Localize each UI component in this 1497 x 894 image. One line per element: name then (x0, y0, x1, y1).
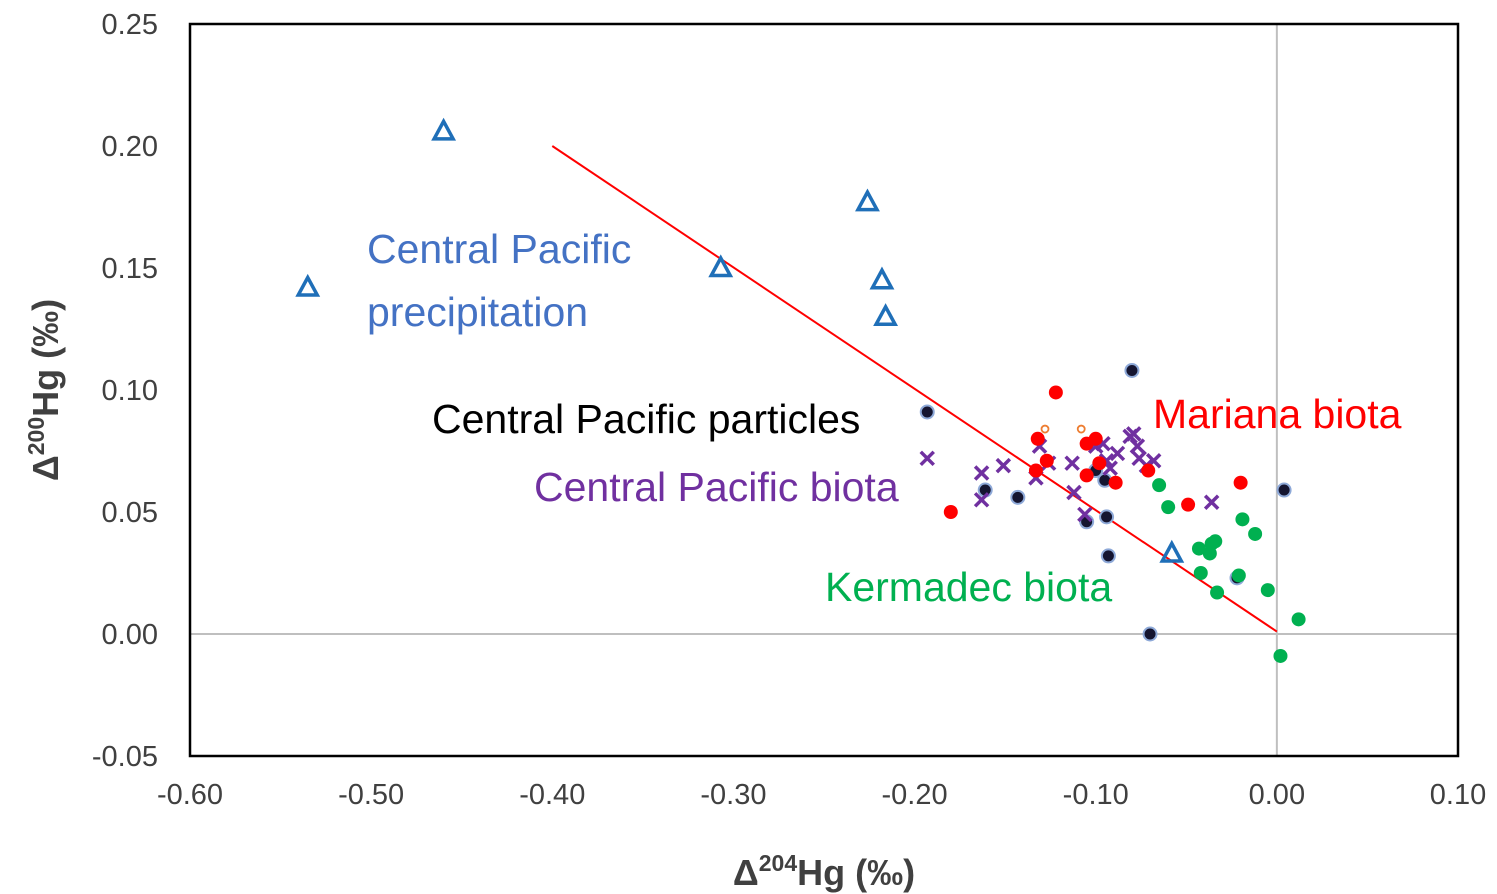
y-tick-label: 0.00 (102, 619, 158, 651)
x-tick-label: -0.20 (882, 779, 948, 811)
mariana-point (1141, 463, 1156, 478)
mariana-point (1079, 468, 1094, 483)
y-tick-labels: -0.05 0.00 0.05 0.10 0.15 0.20 0.25 (92, 9, 158, 773)
mariana-point (1030, 431, 1045, 446)
fit-line-group (551, 145, 1278, 633)
annotation-precipitation: precipitation (367, 289, 588, 335)
particles-point (1010, 489, 1026, 505)
particles-point (1124, 362, 1140, 378)
y-tick-label: 0.05 (102, 497, 158, 529)
central-biota-point (973, 492, 990, 508)
annotation-particles: Central Pacific particles (432, 396, 860, 442)
mariana-point (1039, 453, 1054, 468)
annotation-mariana: Mariana biota (1153, 391, 1402, 437)
x-tick-label: -0.40 (519, 779, 585, 811)
kermadec-point (1235, 512, 1250, 527)
central-biota-point (1109, 445, 1126, 462)
central-biota-point (1066, 484, 1082, 501)
data-points (295, 117, 1306, 663)
y-tick-label: 0.15 (102, 253, 158, 285)
precipitation-series (295, 117, 1185, 563)
precipitation-point (869, 266, 895, 290)
precipitation-point (873, 303, 899, 327)
precipitation-point (1159, 539, 1185, 563)
mariana-series (943, 385, 1248, 519)
series-annotations: Central Pacific precipitation Central Paci… (367, 226, 1402, 610)
y-tick-label: -0.05 (92, 741, 158, 773)
y-axis-title-sup: 200 (23, 417, 49, 455)
precipitation-point (431, 117, 457, 141)
x-tick-labels: -0.60 -0.50 -0.40 -0.30 -0.20 -0.10 0.00 0.10 (157, 779, 1486, 811)
y-axis-title: Δ200Hg (‰) (23, 299, 66, 481)
annotation-kermadec: Kermadec biota (825, 564, 1112, 610)
mariana-point (1092, 456, 1107, 471)
x-axis-title-prefix: Δ (733, 852, 759, 893)
kermadec-point (1152, 478, 1167, 493)
central-biota-point (1129, 438, 1146, 454)
y-tick-label: 0.25 (102, 9, 158, 41)
y-axis-title-prefix: Δ (25, 455, 66, 481)
kermadec-point (1291, 612, 1306, 627)
particles-point (1276, 482, 1292, 498)
mariana-point (1088, 431, 1103, 446)
mariana-point (1028, 463, 1043, 478)
mariana-point (1181, 497, 1196, 512)
precipitation-point (708, 254, 734, 278)
mariana-point (1048, 385, 1063, 400)
x-tick-label: -0.10 (1063, 779, 1129, 811)
central-biota-point (1203, 494, 1220, 510)
kermadec-point (1273, 648, 1288, 663)
central-biota-point (1126, 426, 1142, 442)
kermadec-point (1210, 585, 1225, 600)
x-axis-title-sup: 204 (759, 850, 798, 876)
mariana-point (1108, 475, 1123, 490)
central-biota-point (973, 465, 990, 481)
kermadec-point (1248, 526, 1263, 541)
x-tick-label: 0.00 (1249, 779, 1305, 811)
mariana-point (1233, 475, 1248, 490)
mariana-open-series (1040, 424, 1086, 434)
particles-point (1100, 548, 1116, 564)
particles-series (919, 362, 1292, 642)
precipitation-point (295, 273, 321, 297)
x-axis-title-suffix: Hg (‰) (797, 852, 915, 893)
mariana-point (943, 505, 958, 519)
annotation-precipitation: Central Pacific (367, 226, 631, 272)
x-axis-title: Δ204Hg (‰) (733, 850, 915, 893)
kermadec-point (1208, 534, 1223, 549)
mariana-open-point (1076, 424, 1086, 434)
central-biota-point (1077, 506, 1093, 523)
plot-frame (188, 22, 1460, 758)
kermadec-point (1191, 541, 1206, 556)
kermadec-point (1161, 500, 1176, 515)
x-tick-label: -0.50 (338, 779, 404, 811)
y-axis-title-suffix: Hg (‰) (25, 299, 66, 417)
central-biota-point (1064, 455, 1080, 471)
particles-point (919, 404, 935, 420)
annotation-central-biota: Central Pacific biota (534, 464, 899, 510)
zero-reference-lines (190, 24, 1458, 756)
mariana-open-point (1040, 424, 1050, 434)
central-biota-point (995, 457, 1012, 474)
kermadec-point (1231, 568, 1246, 583)
particles-point (1142, 626, 1158, 642)
particles-point (1099, 509, 1115, 525)
regression-line (551, 145, 1278, 633)
precipitation-point (855, 188, 880, 212)
y-tick-label: 0.20 (102, 131, 158, 163)
kermadec-point (1193, 566, 1208, 580)
kermadec-series (1152, 478, 1306, 663)
kermadec-point (1260, 583, 1275, 598)
x-tick-label: -0.30 (700, 779, 766, 811)
central-biota-point (919, 450, 935, 467)
y-tick-label: 0.10 (102, 375, 158, 407)
x-tick-label: 0.10 (1430, 779, 1486, 811)
x-tick-label: -0.60 (157, 779, 223, 811)
